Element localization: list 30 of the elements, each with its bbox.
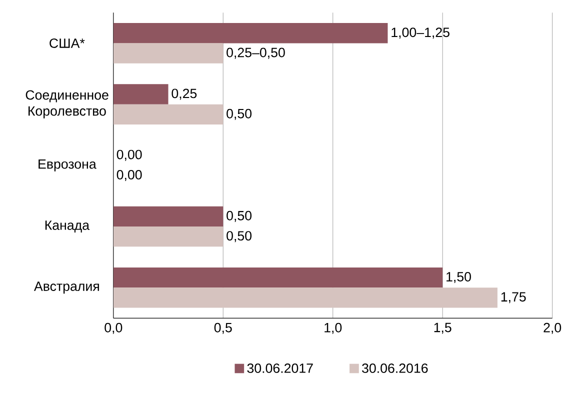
data-label: 1,00–1,25 (392, 28, 450, 39)
bar (113, 104, 224, 125)
y-tick-label: Еврозона (38, 160, 96, 172)
y-tick-label: Австралия (34, 282, 99, 294)
legend-label: 30.06.2016 (362, 364, 428, 374)
bar (113, 43, 224, 64)
y-tick-label: Канада (45, 220, 90, 233)
bar (113, 23, 388, 44)
x-tick-label: 2,0 (544, 323, 562, 334)
data-label: 0,50 (226, 109, 252, 120)
bar (113, 268, 443, 288)
bar (113, 226, 224, 247)
data-label: 0,25–0,50 (226, 48, 285, 60)
x-tick-label: 1,5 (434, 323, 452, 334)
data-label: 0,00 (116, 150, 142, 162)
data-label: 0,50 (226, 211, 252, 222)
y-tick-label: Соединенное Королевство (26, 90, 108, 119)
bar (113, 288, 498, 308)
x-tick-label: 0,0 (104, 323, 122, 334)
y-tick-label: США* (50, 38, 85, 48)
bar (113, 206, 224, 227)
data-label: 0,25 (172, 88, 197, 100)
data-label: 0,50 (226, 231, 252, 242)
x-tick-label: 1,0 (324, 323, 342, 334)
data-label: 0,00 (116, 170, 142, 182)
bar (113, 84, 168, 105)
data-label: 1,75 (501, 292, 526, 304)
data-label: 1,50 (446, 272, 471, 284)
x-tick-label: 0,5 (214, 323, 232, 334)
legend-label: 30.06.2017 (247, 364, 313, 374)
